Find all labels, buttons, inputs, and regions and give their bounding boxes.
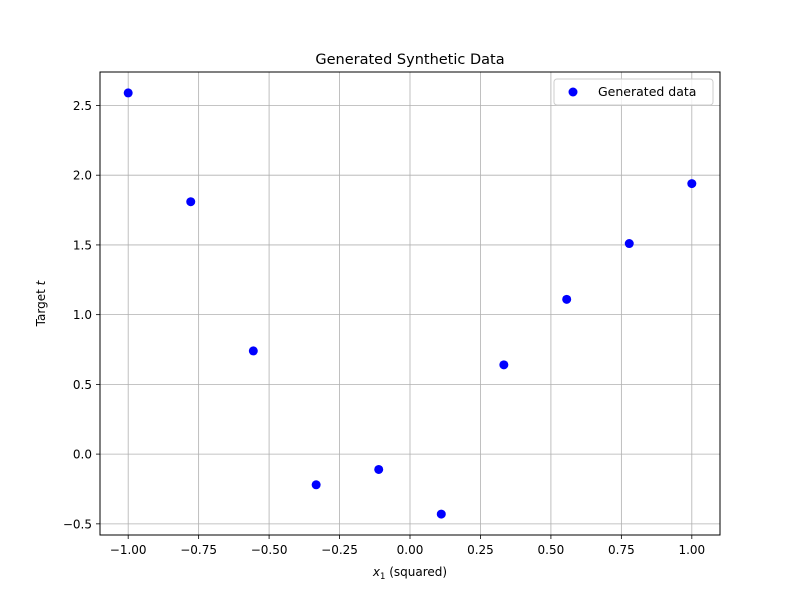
data-point	[436, 509, 446, 519]
x-axis-label-rest: (squared)	[385, 565, 447, 579]
y-tick-label: 0.0	[73, 448, 92, 462]
x-axis-label-var: x	[372, 565, 381, 579]
data-point	[562, 294, 572, 304]
x-tick-label: −0.50	[251, 543, 288, 557]
x-axis-label-sub: 1	[380, 572, 385, 582]
y-tick-label: 2.5	[73, 99, 92, 113]
legend-box	[553, 78, 714, 106]
x-tick-label: 0.00	[397, 543, 424, 557]
chart-title: Generated Synthetic Data	[315, 52, 504, 68]
y-tick-label: −0.5	[63, 517, 92, 531]
data-point	[311, 480, 321, 490]
grid	[100, 72, 720, 535]
y-tick-label: 1.0	[73, 308, 92, 322]
x-tick-label: −0.25	[321, 543, 358, 557]
y-axis-label: Target t	[34, 279, 48, 327]
y-axis-label-text: Target	[34, 285, 48, 327]
data-point	[186, 197, 196, 207]
data-point	[687, 179, 697, 189]
y-tick-label: 0.5	[73, 378, 92, 392]
x-tick-label: 0.50	[538, 543, 565, 557]
data-point	[123, 88, 133, 98]
x-tick-label: 1.00	[678, 543, 705, 557]
data-point	[374, 464, 384, 474]
data-point	[624, 239, 634, 249]
x-axis-label: x1 (squared)	[372, 565, 447, 582]
x-tick-label: −0.75	[180, 543, 217, 557]
legend-marker	[568, 87, 578, 97]
y-axis-ticks: −0.5 0.0 0.5 1.0 1.5 2.0 2.5	[63, 99, 100, 531]
legend-label: Generated data	[598, 84, 696, 99]
y-axis-label-var: t	[34, 279, 48, 285]
legend: Generated data	[553, 78, 714, 106]
data-point	[248, 346, 258, 356]
data-point	[499, 360, 509, 370]
x-tick-label: 0.75	[608, 543, 635, 557]
data-points	[123, 88, 697, 519]
y-tick-label: 2.0	[73, 169, 92, 183]
y-tick-label: 1.5	[73, 238, 92, 252]
x-axis-ticks: −1.00 −0.75 −0.50 −0.25 0.00 0.25 0.50 0.75 1.00	[110, 535, 705, 557]
x-tick-label: −1.00	[110, 543, 147, 557]
x-tick-label: 0.25	[467, 543, 494, 557]
